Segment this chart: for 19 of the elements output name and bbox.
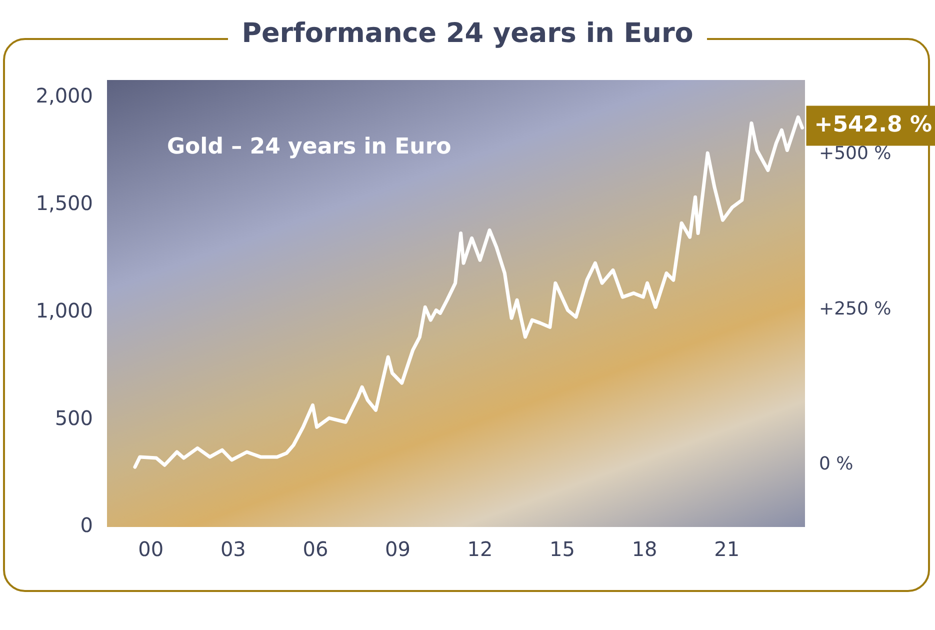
x-tick-label: 03 bbox=[220, 537, 246, 562]
x-tick-label: 21 bbox=[714, 537, 740, 562]
y-tick-label: 1,500 bbox=[36, 190, 93, 215]
x-tick-label: 18 bbox=[632, 537, 658, 562]
y2-tick-label: +250 % bbox=[819, 298, 892, 320]
y-tick-label: 500 bbox=[54, 406, 93, 430]
x-tick-label: 12 bbox=[467, 537, 493, 562]
chart-title: Performance 24 years in Euro bbox=[228, 18, 708, 49]
x-tick-label: 00 bbox=[138, 537, 164, 562]
annotation: Gold – 24 years in Euro bbox=[167, 134, 452, 160]
annotation: +542.8 % bbox=[814, 112, 932, 138]
x-tick-label: 09 bbox=[384, 537, 410, 562]
y-tick-label: 2,000 bbox=[36, 83, 93, 108]
x-tick-label: 15 bbox=[550, 537, 576, 562]
y2-tick-label: 0 % bbox=[819, 454, 854, 475]
y-tick-label: 1,000 bbox=[36, 298, 93, 322]
x-tick-label: 06 bbox=[302, 537, 328, 562]
y-tick-label: 0 bbox=[80, 513, 93, 538]
y2-tick-label: +500 % bbox=[819, 143, 892, 164]
